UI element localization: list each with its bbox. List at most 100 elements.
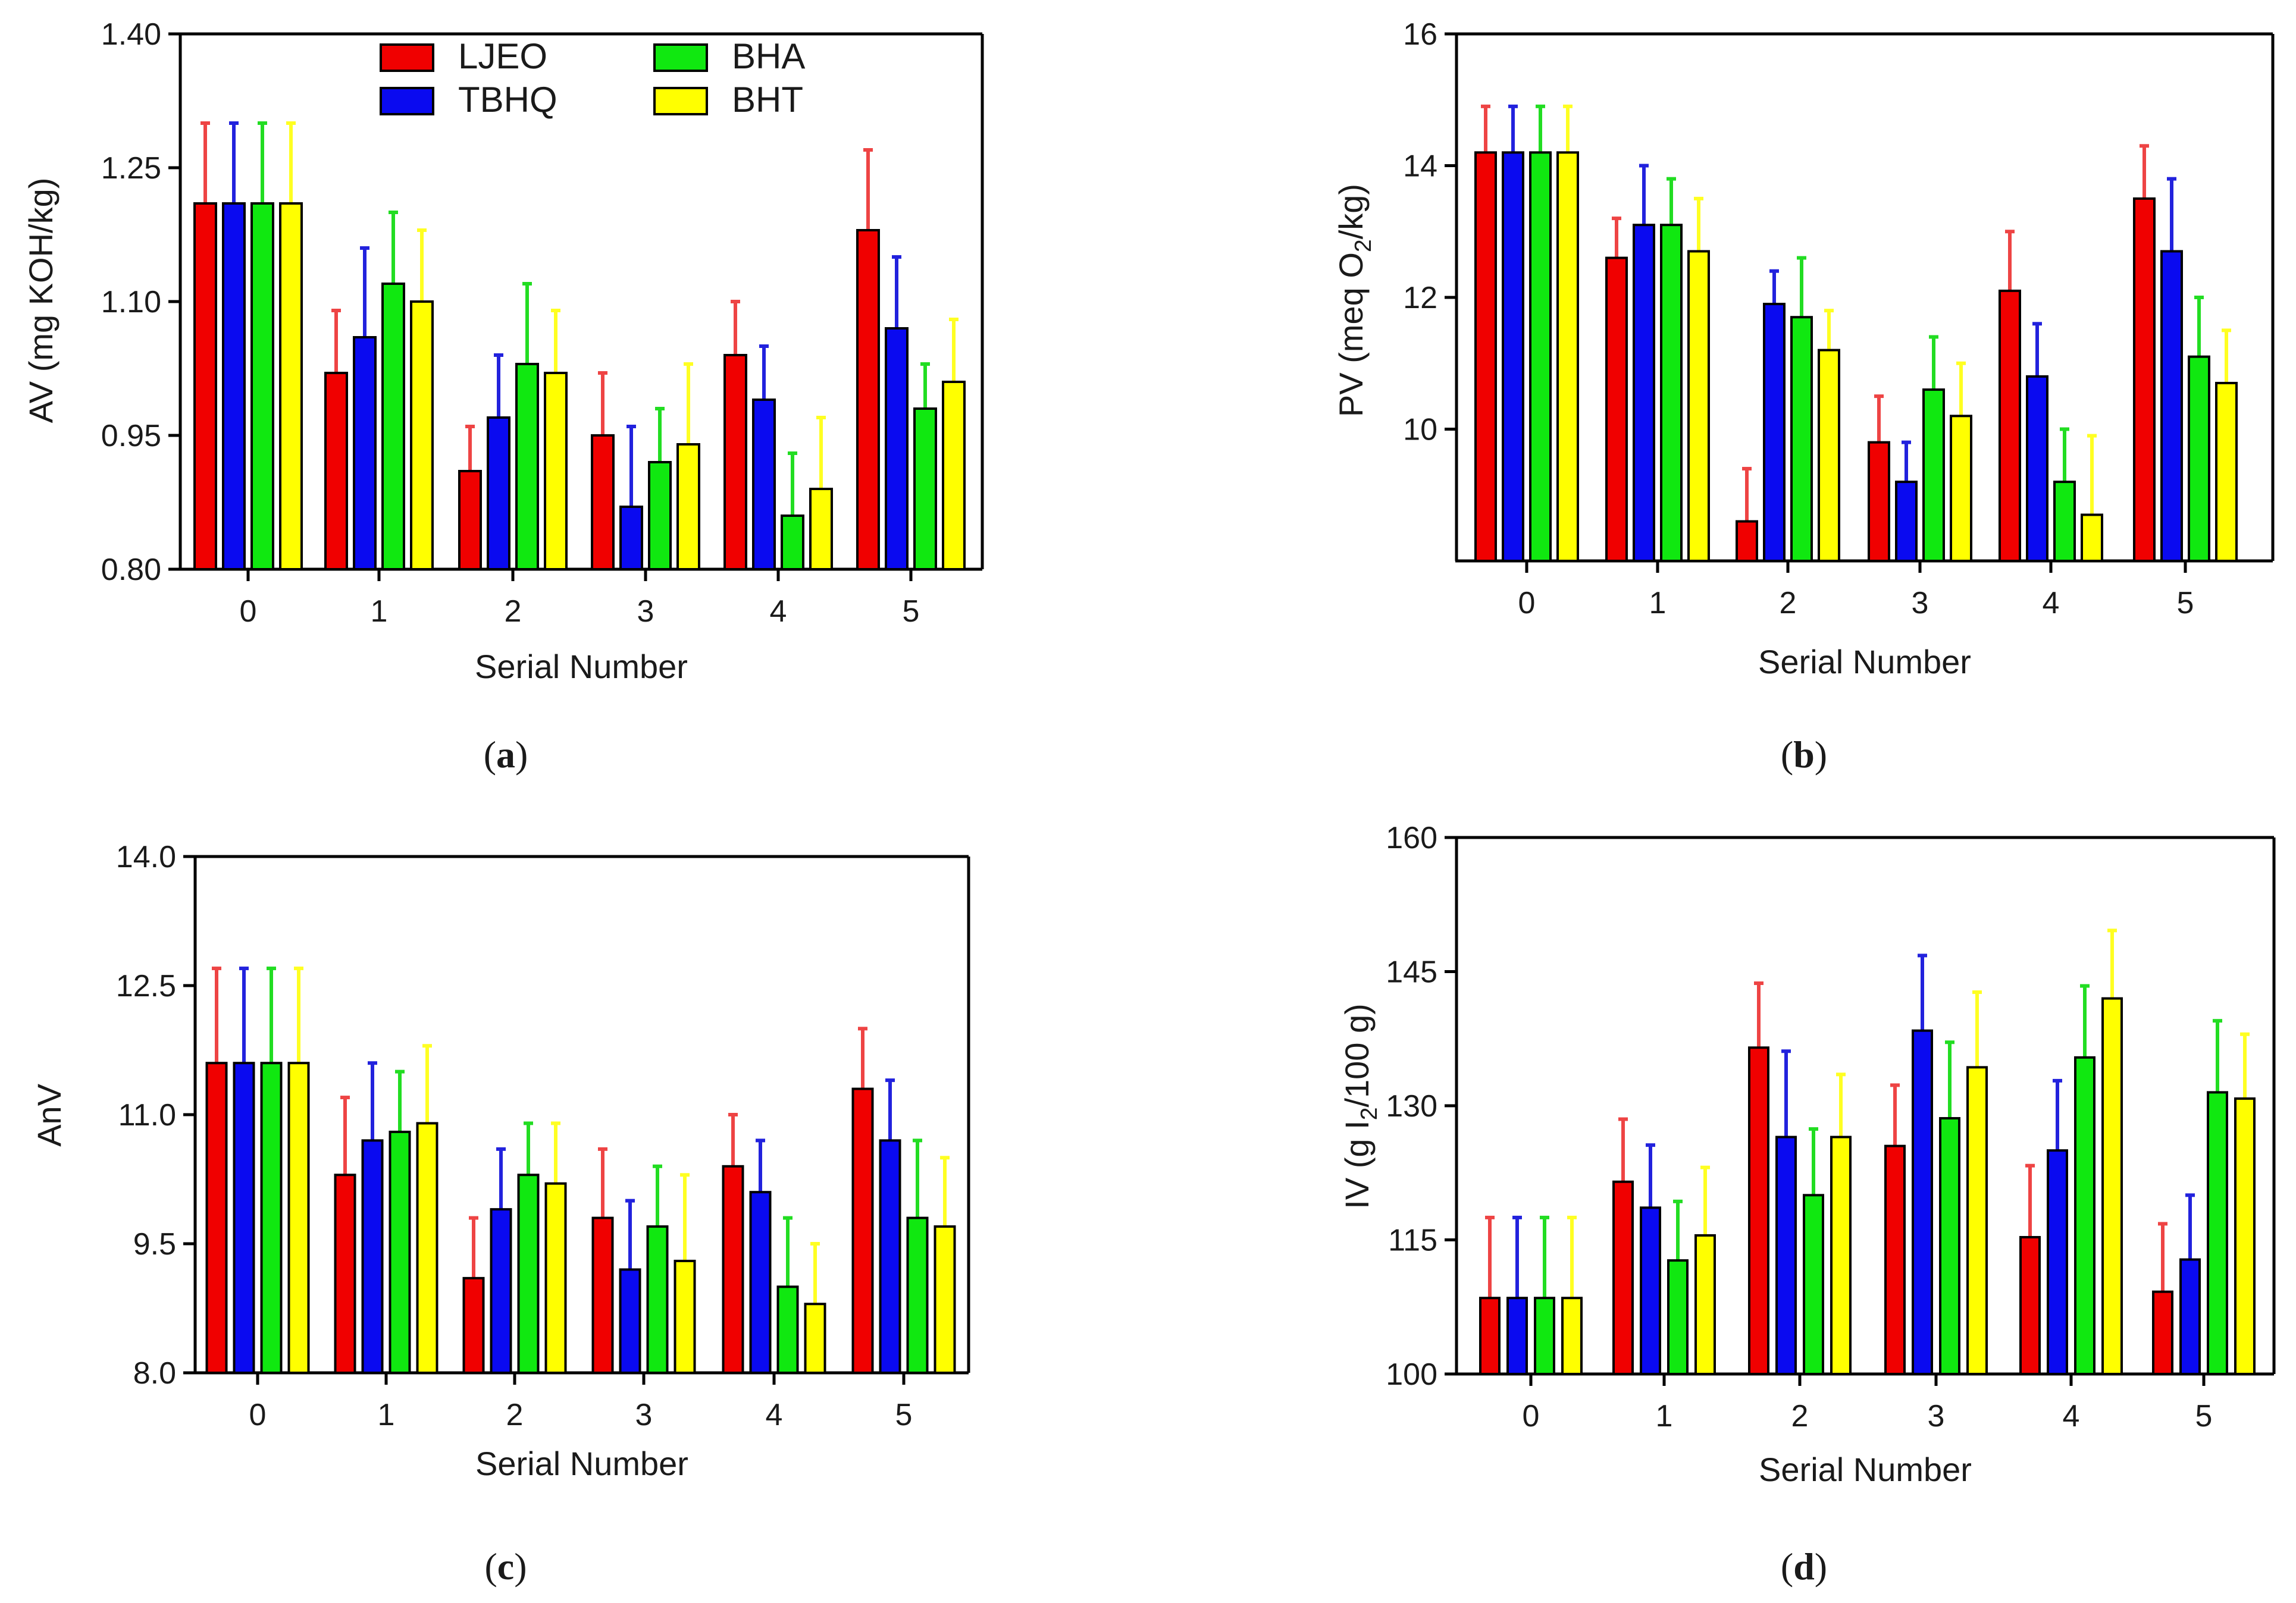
bar-tbhq-5 — [879, 1139, 901, 1375]
bar-bht-0 — [1561, 1297, 1583, 1375]
bar-bht-2 — [544, 1182, 567, 1374]
bar-bha-1 — [381, 283, 405, 570]
legend-swatch-ljeo — [380, 43, 434, 72]
x-tick-label: 3 — [1928, 1399, 1945, 1433]
bar-ljeo-1 — [334, 1174, 356, 1375]
y-tick-label: 160 — [1386, 821, 1437, 855]
bar-tbhq-4 — [752, 399, 776, 570]
bar-tbhq-4 — [749, 1191, 772, 1374]
bar-tbhq-3 — [619, 1268, 641, 1374]
bar-tbhq-5 — [2179, 1258, 2201, 1375]
panel-label: (d) — [1781, 1545, 1827, 1588]
x-tick-label: 2 — [506, 1398, 524, 1432]
bar-bht-5 — [2215, 381, 2238, 562]
y-tick-label: 14 — [1403, 149, 1437, 184]
bar-bha-3 — [648, 461, 672, 570]
x-tick-label: 5 — [2195, 1399, 2213, 1433]
bar-bht-1 — [410, 300, 434, 570]
bar-tbhq-0 — [222, 202, 246, 570]
bar-bha-2 — [1790, 316, 1813, 562]
bar-ljeo-2 — [458, 470, 482, 570]
bar-bht-1 — [416, 1122, 438, 1374]
legend-swatch-bha — [653, 43, 708, 72]
bar-bha-4 — [2053, 481, 2076, 562]
x-tick-label: 5 — [895, 1398, 913, 1432]
bar-tbhq-2 — [487, 416, 510, 570]
bar-bht-4 — [804, 1303, 826, 1374]
bar-bha-0 — [1534, 1297, 1555, 1375]
bar-bht-5 — [2234, 1097, 2256, 1376]
x-tick-label: 4 — [766, 1398, 783, 1432]
bar-bht-3 — [1950, 415, 1972, 562]
x-tick-label: 0 — [240, 594, 257, 629]
y-tick-label: 16 — [1403, 17, 1437, 52]
bar-ljeo-3 — [1884, 1144, 1906, 1376]
x-tick-label: 5 — [2177, 586, 2194, 620]
y-axis-label: AnV — [30, 1083, 68, 1146]
x-tick-label: 2 — [505, 594, 522, 629]
x-tick-label: 3 — [1912, 586, 1929, 620]
panel-label: (a) — [484, 733, 528, 776]
bar-bha-1 — [1660, 224, 1683, 562]
bar-tbhq-4 — [2026, 375, 2048, 563]
bar-bha-2 — [1803, 1194, 1824, 1376]
y-axis-label: IV (g I2/100 g) — [1338, 1003, 1382, 1209]
bar-bha-0 — [1529, 151, 1552, 563]
x-tick-label: 4 — [770, 594, 787, 629]
bar-tbhq-1 — [1640, 1206, 1661, 1375]
x-tick-label: 1 — [1649, 586, 1667, 620]
bar-bht-5 — [942, 381, 966, 570]
bar-ljeo-5 — [851, 1087, 874, 1374]
bar-ljeo-0 — [193, 202, 217, 570]
y-tick-label: 0.95 — [101, 419, 161, 453]
y-axis-label: PV (meq O2/kg) — [1332, 184, 1376, 417]
bar-bha-1 — [389, 1130, 411, 1375]
bar-ljeo-3 — [1868, 441, 1890, 563]
bar-tbhq-0 — [233, 1062, 255, 1374]
bar-ljeo-3 — [591, 1216, 614, 1374]
bar-ljeo-0 — [205, 1062, 228, 1374]
bar-tbhq-2 — [490, 1208, 512, 1374]
y-tick-label: 14.0 — [116, 840, 176, 874]
bar-ljeo-1 — [1612, 1180, 1634, 1375]
y-tick-label: 11.0 — [118, 1098, 176, 1133]
bar-bht-0 — [1556, 151, 1579, 563]
legend-label-bht: BHT — [732, 80, 803, 120]
y-axis-label: AV (mg KOH/kg) — [22, 178, 59, 424]
bar-tbhq-2 — [1775, 1135, 1797, 1376]
bar-ljeo-0 — [1474, 151, 1497, 563]
y-tick-label: 9.5 — [133, 1227, 176, 1262]
bar-tbhq-2 — [1763, 303, 1786, 562]
bar-bht-1 — [1687, 250, 1710, 563]
y-tick-label: 1.10 — [101, 285, 161, 319]
bar-ljeo-4 — [723, 354, 747, 570]
x-axis-label: Serial Number — [475, 1445, 688, 1482]
y-tick-label: 130 — [1386, 1089, 1437, 1124]
bar-bha-2 — [515, 363, 539, 570]
bar-bht-0 — [287, 1062, 310, 1374]
legend-label-tbhq: TBHQ — [458, 80, 557, 120]
panel-label: (c) — [484, 1545, 527, 1588]
y-tick-label: 100 — [1386, 1357, 1437, 1392]
bar-bht-4 — [2081, 513, 2103, 562]
bar-bht-2 — [544, 372, 568, 570]
bar-tbhq-0 — [1502, 151, 1524, 563]
bar-bha-4 — [781, 515, 804, 570]
bar-tbhq-3 — [1895, 481, 1918, 562]
y-tick-label: 10 — [1403, 413, 1437, 447]
bar-ljeo-4 — [722, 1165, 744, 1375]
x-tick-label: 5 — [903, 594, 920, 629]
bar-bht-1 — [1694, 1234, 1716, 1376]
y-tick-label: 12.5 — [116, 969, 176, 1003]
bar-bht-2 — [1818, 349, 1840, 562]
bar-bha-0 — [260, 1062, 283, 1374]
x-tick-label: 0 — [249, 1398, 267, 1432]
bar-bha-3 — [1939, 1117, 1960, 1375]
x-axis-label: Serial Number — [475, 648, 688, 685]
legend-swatch-tbhq — [380, 87, 434, 115]
bar-ljeo-5 — [2152, 1290, 2173, 1376]
y-tick-label: 1.25 — [101, 151, 161, 186]
bar-tbhq-5 — [885, 327, 909, 570]
